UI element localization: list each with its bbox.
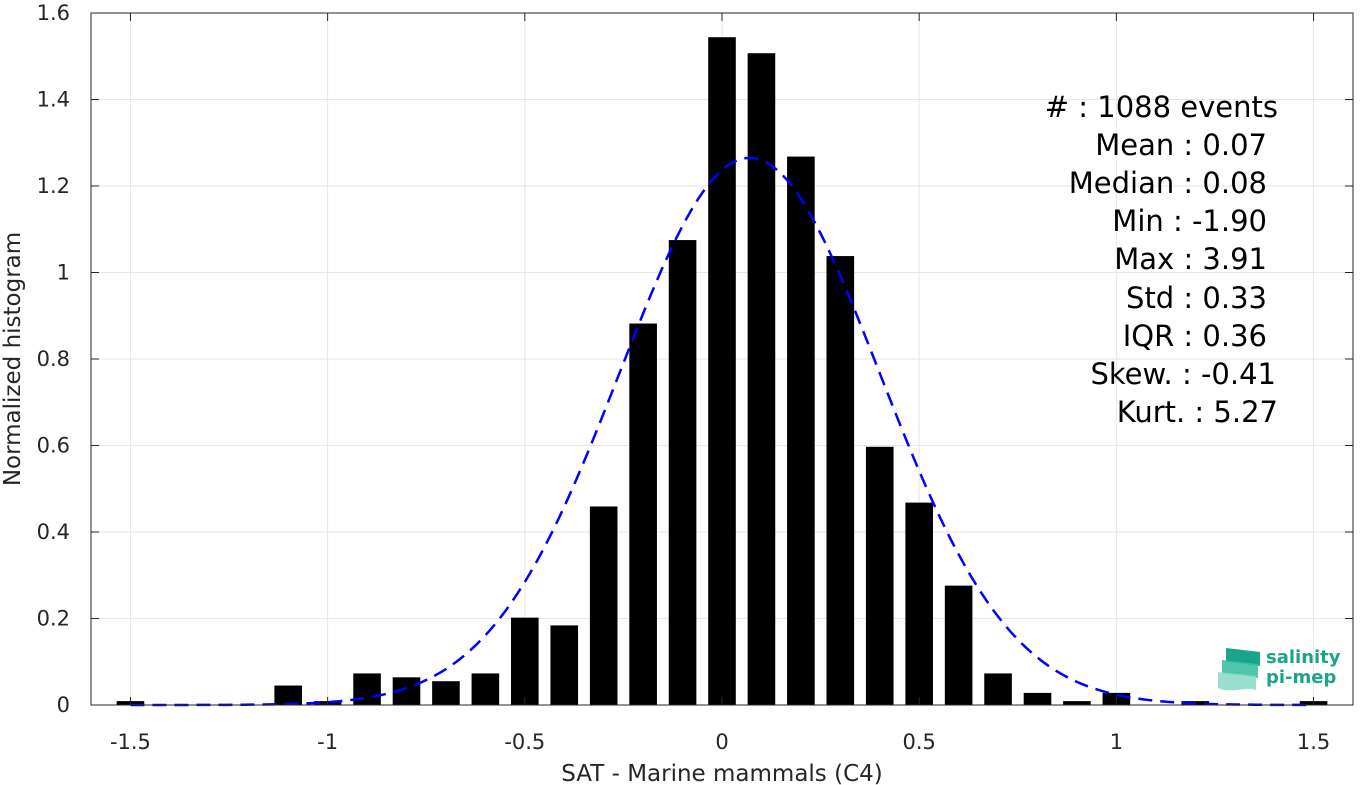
y-tick-label: 0.2 xyxy=(37,607,70,631)
stats-min: Min : -1.90 xyxy=(1112,204,1267,238)
stats-mean: Mean : 0.07 xyxy=(1095,128,1267,162)
x-tick-labels: -1.5 -1 -0.5 0 0.5 1 1.5 xyxy=(110,730,1330,754)
histogram-bar xyxy=(1063,701,1091,705)
y-tick-labels: 0 0.2 0.4 0.6 0.8 1 1.2 1.4 1.6 xyxy=(37,1,70,717)
y-tick-label: 1 xyxy=(57,261,70,285)
histogram-bar xyxy=(668,240,697,705)
stats-median: Median : 0.08 xyxy=(1069,166,1267,200)
histogram-bar xyxy=(747,53,776,706)
histogram-bar xyxy=(550,625,579,705)
stats-events: # : 1088 events xyxy=(1045,90,1278,124)
y-tick-label: 0 xyxy=(57,693,70,717)
histogram-bar xyxy=(1023,692,1052,705)
x-tick-label: 0.5 xyxy=(902,730,935,754)
stats-box: # : 1088 events Mean : 0.07 Median : 0.0… xyxy=(1045,90,1278,429)
y-tick-label: 0.4 xyxy=(37,520,70,544)
logo-line-pimep: pi-mep xyxy=(1266,667,1337,688)
y-tick-label: 1.6 xyxy=(37,1,70,25)
histogram-bar xyxy=(787,156,815,706)
logo-text: salinity pi-mep xyxy=(1266,648,1341,688)
logo-line-salinity: salinity xyxy=(1266,647,1341,668)
stats-kurt: Kurt. : 5.27 xyxy=(1117,395,1278,429)
stats-iqr: IQR : 0.36 xyxy=(1123,319,1267,353)
x-tick-label: 0 xyxy=(715,730,728,754)
x-tick-label: -1 xyxy=(317,730,338,754)
histogram-bar xyxy=(274,685,302,705)
wave-logo-icon xyxy=(1218,648,1260,691)
y-tick-label: 1.4 xyxy=(37,88,70,112)
stats-std: Std : 0.33 xyxy=(1126,281,1267,315)
x-tick-label: 1 xyxy=(1110,730,1123,754)
histogram-bar xyxy=(865,446,894,705)
histogram-bar xyxy=(511,617,539,705)
x-axis-label: SAT - Marine mammals (C4) xyxy=(561,761,883,785)
histogram-bar xyxy=(984,673,1012,705)
histogram-bar xyxy=(826,256,855,705)
stats-skew: Skew. : -0.41 xyxy=(1090,357,1276,391)
histogram-bar xyxy=(708,37,736,706)
histogram-bar xyxy=(629,323,657,705)
x-tick-label: -1.5 xyxy=(110,730,151,754)
stats-max: Max : 3.91 xyxy=(1114,242,1267,276)
histogram-bar xyxy=(432,681,460,705)
axis-ticks xyxy=(91,12,1353,706)
x-tick-label: -0.5 xyxy=(504,730,545,754)
y-tick-label: 0.8 xyxy=(37,347,70,371)
y-axis-label: Normalized histogram xyxy=(0,232,26,486)
histogram-bar xyxy=(589,506,618,705)
histogram-bar xyxy=(471,673,500,705)
y-tick-label: 1.2 xyxy=(37,174,70,198)
x-tick-label: 1.5 xyxy=(1297,730,1330,754)
histogram-bars xyxy=(116,37,1328,706)
y-tick-label: 0.6 xyxy=(37,434,70,458)
histogram-bar xyxy=(905,502,933,705)
histogram-bar xyxy=(944,585,973,705)
salinity-pi-mep-logo: salinity pi-mep xyxy=(1216,646,1346,696)
